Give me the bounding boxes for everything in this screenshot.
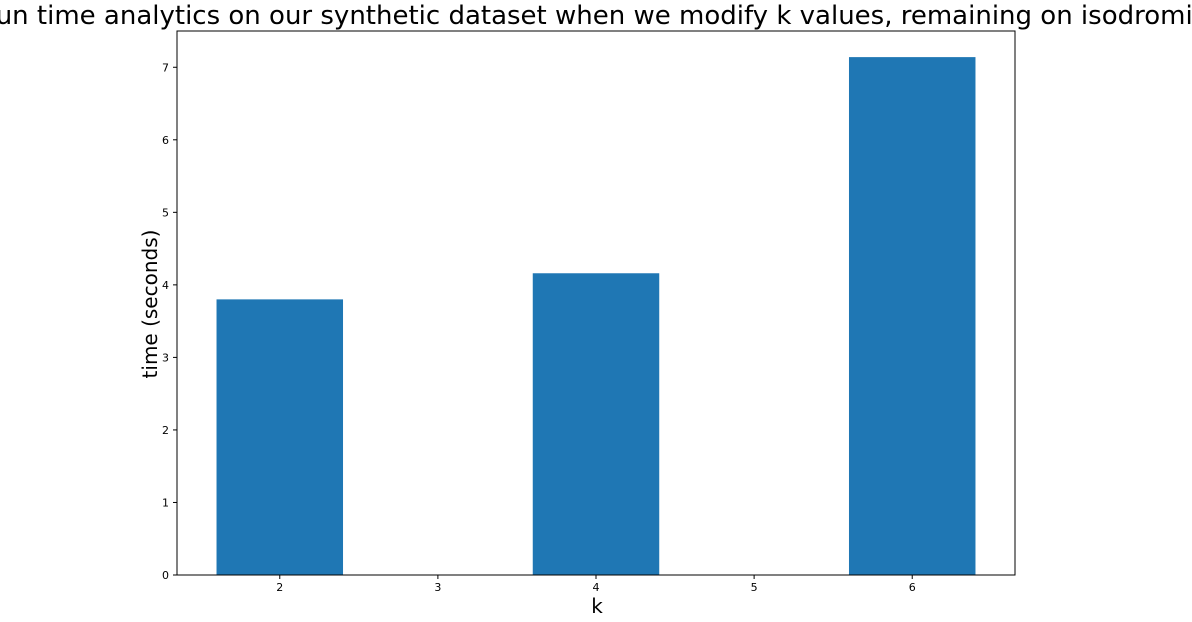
y-tick-label: 1 <box>162 496 169 509</box>
y-tick-label: 4 <box>162 279 169 292</box>
y-tick-label: 7 <box>162 61 169 74</box>
x-tick-label: 2 <box>276 581 283 594</box>
bar-k-4 <box>532 273 660 575</box>
bars-group <box>216 57 976 575</box>
x-tick-label: 3 <box>434 581 441 594</box>
x-tick-label: 4 <box>593 581 600 594</box>
x-axis-label: k <box>591 594 603 618</box>
y-tick-label: 0 <box>162 569 169 582</box>
bar-k-2 <box>216 299 344 575</box>
y-tick-label: 6 <box>162 134 169 147</box>
y-axis-ticks: 0 1 2 3 4 5 6 7 <box>162 61 177 582</box>
y-axis-label: time (seconds) <box>138 230 162 379</box>
chart-title: run time analytics on our synthetic data… <box>0 1 1192 31</box>
y-tick-label: 3 <box>162 351 169 364</box>
x-axis-ticks: 2 3 4 5 6 <box>276 575 916 594</box>
bar-k-6 <box>848 57 976 575</box>
y-tick-label: 2 <box>162 424 169 437</box>
y-tick-label: 5 <box>162 206 169 219</box>
x-tick-label: 5 <box>751 581 758 594</box>
x-tick-label: 6 <box>909 581 916 594</box>
